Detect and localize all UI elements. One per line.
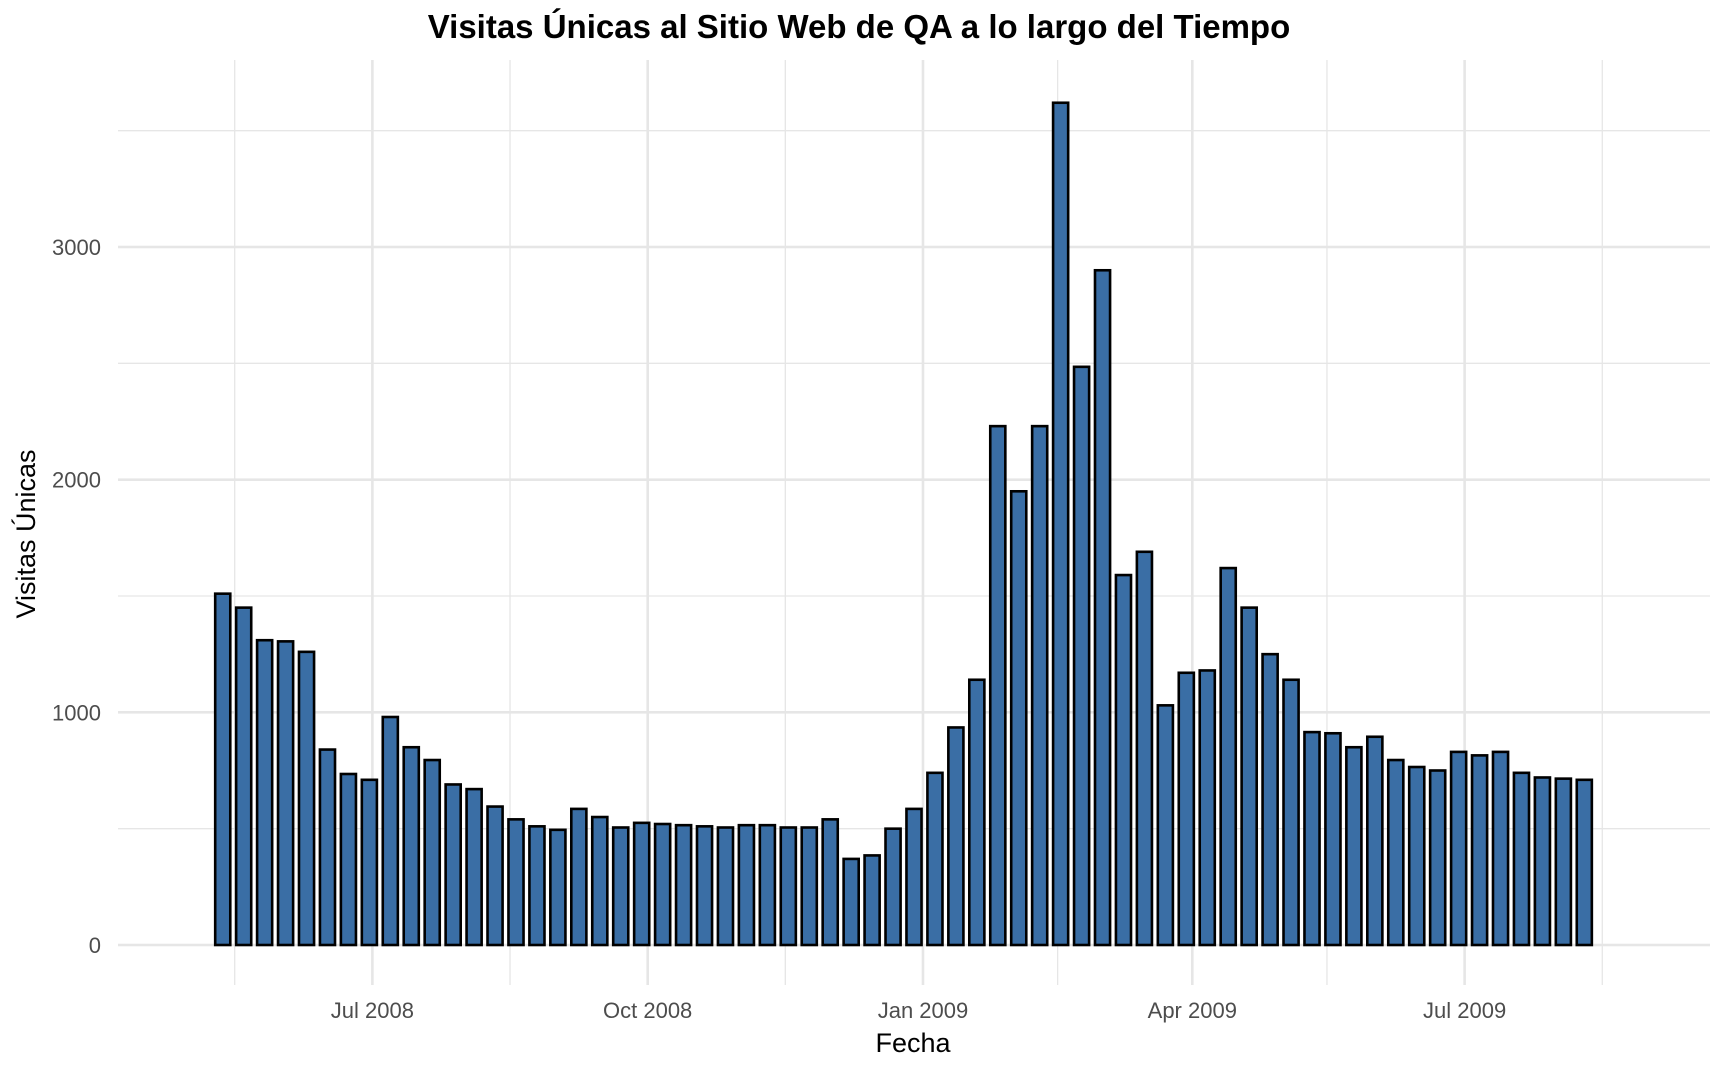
bar bbox=[1114, 573, 1133, 947]
x-axis-title: Fecha bbox=[875, 1028, 951, 1058]
bar bbox=[1449, 750, 1468, 947]
bar bbox=[1030, 424, 1049, 947]
bar bbox=[1386, 758, 1405, 947]
bar bbox=[1554, 777, 1573, 947]
bar bbox=[507, 818, 525, 947]
bar bbox=[779, 826, 798, 947]
bar bbox=[318, 748, 337, 947]
bar bbox=[674, 823, 693, 947]
bar bbox=[255, 638, 274, 947]
chart-title: Visitas Únicas al Sitio Web de QA a lo l… bbox=[427, 8, 1291, 45]
bar bbox=[276, 640, 295, 947]
bar bbox=[1303, 730, 1321, 947]
bar bbox=[842, 857, 860, 947]
bar-series bbox=[213, 101, 1594, 947]
bar bbox=[528, 825, 546, 947]
bar bbox=[884, 827, 902, 947]
bar bbox=[905, 807, 923, 947]
bar bbox=[947, 726, 965, 947]
bar bbox=[339, 772, 358, 947]
bar bbox=[590, 815, 609, 947]
bar bbox=[1009, 489, 1028, 947]
bar bbox=[1240, 606, 1258, 947]
bar bbox=[465, 787, 483, 947]
bar bbox=[1261, 652, 1279, 947]
bar bbox=[360, 778, 379, 947]
bar bbox=[1533, 776, 1552, 947]
bar bbox=[1198, 669, 1217, 947]
bar bbox=[569, 807, 588, 947]
bar bbox=[1177, 671, 1196, 947]
bar bbox=[1366, 735, 1384, 947]
bar bbox=[821, 818, 840, 947]
bar bbox=[611, 826, 630, 947]
x-tick-label: Jan 2009 bbox=[878, 998, 969, 1023]
bar bbox=[653, 822, 672, 947]
bar bbox=[716, 826, 735, 947]
bar bbox=[1512, 771, 1531, 947]
y-tick-label: 1000 bbox=[52, 700, 101, 725]
x-tick-label: Jul 2008 bbox=[331, 998, 414, 1023]
bar bbox=[234, 606, 253, 947]
y-axis-title: Visitas Únicas bbox=[10, 449, 41, 618]
axis-labels: 0 1000 2000 3000 Jul 2008 Oct 2008 Jan 2009 Apr… bbox=[52, 235, 1506, 1023]
bar bbox=[1072, 365, 1091, 947]
bar bbox=[695, 825, 714, 947]
bar bbox=[486, 805, 504, 947]
bar bbox=[1051, 101, 1070, 947]
bar bbox=[737, 823, 756, 947]
bar bbox=[213, 592, 232, 947]
bar bbox=[1491, 750, 1510, 947]
bar bbox=[967, 678, 986, 947]
bar bbox=[1282, 678, 1300, 947]
x-tick-label: Apr 2009 bbox=[1148, 998, 1237, 1023]
bar bbox=[1219, 566, 1238, 947]
bar bbox=[1470, 754, 1489, 947]
bar bbox=[1575, 778, 1594, 947]
bar bbox=[381, 715, 400, 947]
y-tick-label: 3000 bbox=[52, 235, 101, 260]
bar bbox=[297, 650, 316, 947]
bar bbox=[1093, 268, 1112, 947]
x-tick-label: Oct 2008 bbox=[603, 998, 692, 1023]
bar bbox=[1324, 731, 1342, 947]
bar bbox=[1428, 769, 1447, 947]
x-tick-label: Jul 2009 bbox=[1423, 998, 1506, 1023]
bar bbox=[800, 826, 819, 947]
bar bbox=[444, 783, 462, 947]
bar bbox=[988, 424, 1007, 947]
bar bbox=[758, 823, 777, 947]
bar bbox=[423, 758, 442, 947]
bar bbox=[1345, 745, 1363, 947]
bar bbox=[632, 821, 651, 947]
bar bbox=[549, 828, 567, 947]
bar bbox=[1156, 704, 1175, 947]
bar bbox=[1135, 550, 1154, 947]
bar bbox=[863, 854, 881, 947]
y-tick-label: 0 bbox=[89, 933, 101, 958]
y-tick-label: 2000 bbox=[52, 468, 101, 493]
bar bbox=[1407, 765, 1426, 947]
bar bbox=[402, 745, 421, 947]
bar bbox=[926, 771, 944, 947]
